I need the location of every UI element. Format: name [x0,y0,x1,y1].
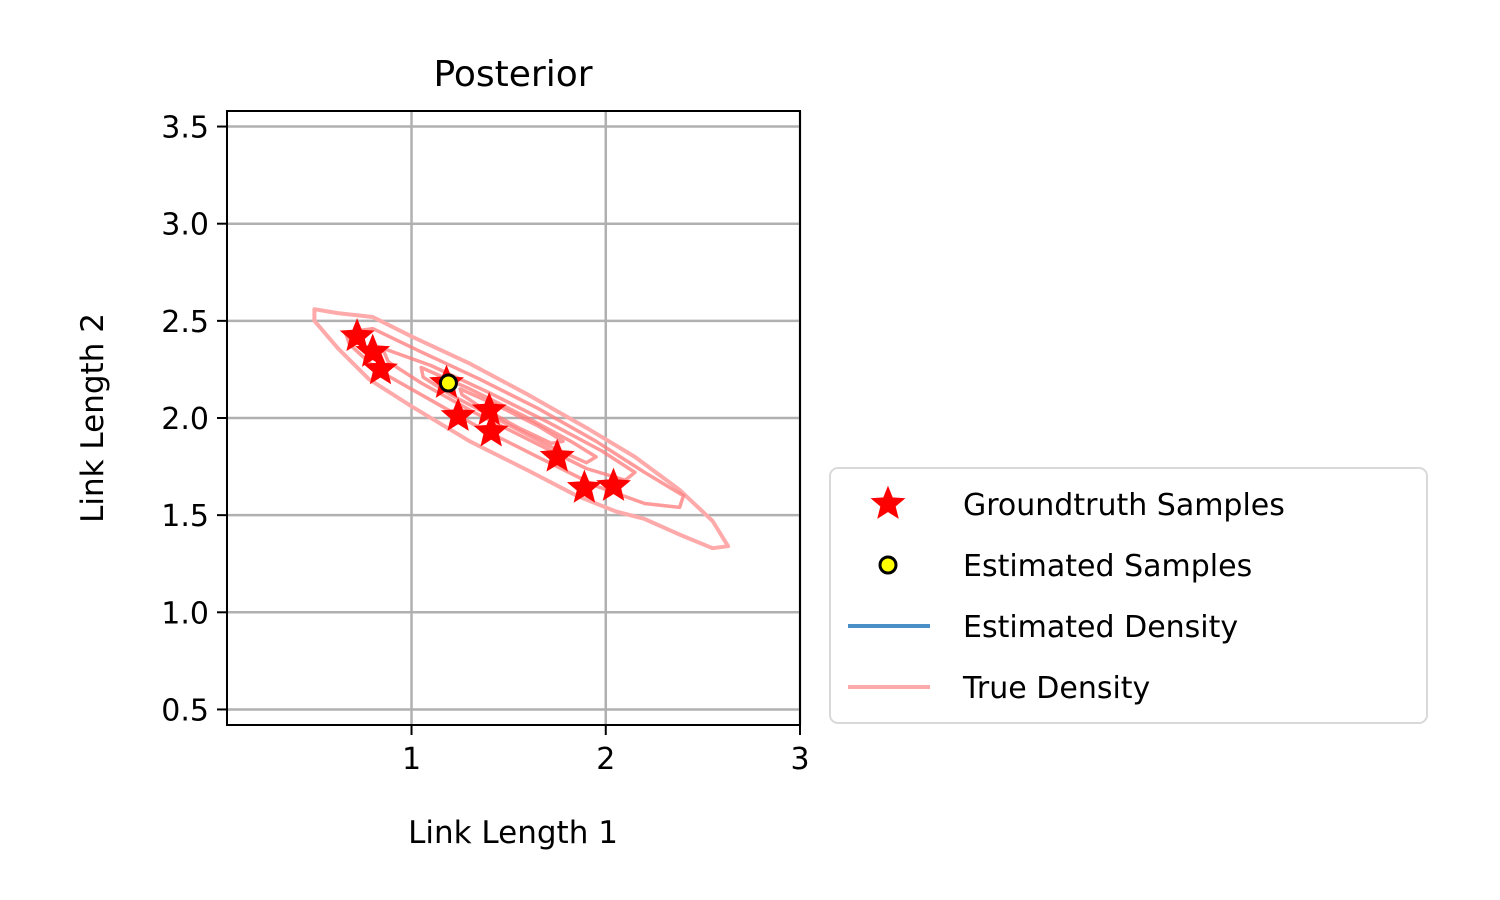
legend: Groundtruth Samples Estimated Samples Es… [829,467,1428,724]
y-tick-label: 1.5 [161,499,209,534]
y-tick-label: 3.0 [161,208,209,243]
groundtruth-sample-star [471,391,507,426]
groundtruth-sample-star [363,351,398,385]
y-tick-label: 3.5 [161,111,209,146]
legend-label-estimated-samples: Estimated Samples [963,549,1252,584]
estimated-sample-point [438,373,458,393]
legend-star-icon [870,485,906,519]
x-tick-label: 1 [402,742,421,777]
sample-points [339,318,631,503]
x-tick-label: 2 [596,742,615,777]
x-axis-label: Link Length 1 [408,815,618,851]
legend-label-groundtruth: Groundtruth Samples [963,488,1285,523]
groundtruth-sample-star [539,438,575,472]
chart-title: Posterior [433,54,592,95]
true-density-contour [458,387,565,446]
true-density-contour [343,326,686,510]
legend-circle-icon [878,555,898,575]
groundtruth-sample-star [596,467,631,501]
y-tick-label: 2.0 [161,402,209,437]
x-tick-label: 3 [790,742,809,777]
y-tick-label: 1.0 [161,596,209,631]
y-tick-label: 0.5 [161,693,209,728]
y-axis-label: Link Length 2 [75,313,111,523]
axis-ticks: 1 2 3 0.5 1.0 1.5 2.0 2.5 3.0 3.5 [161,111,809,777]
groundtruth-sample-star [473,413,509,447]
y-tick-label: 2.5 [161,305,209,340]
groundtruth-sample-star [566,469,602,503]
legend-box [829,467,1428,724]
groundtruth-sample-star [339,318,375,352]
legend-label-estimated-density: Estimated Density [963,610,1238,645]
groundtruth-sample-star [440,397,476,431]
true-density-contour [312,307,731,551]
legend-label-true-density: True Density [962,671,1150,706]
